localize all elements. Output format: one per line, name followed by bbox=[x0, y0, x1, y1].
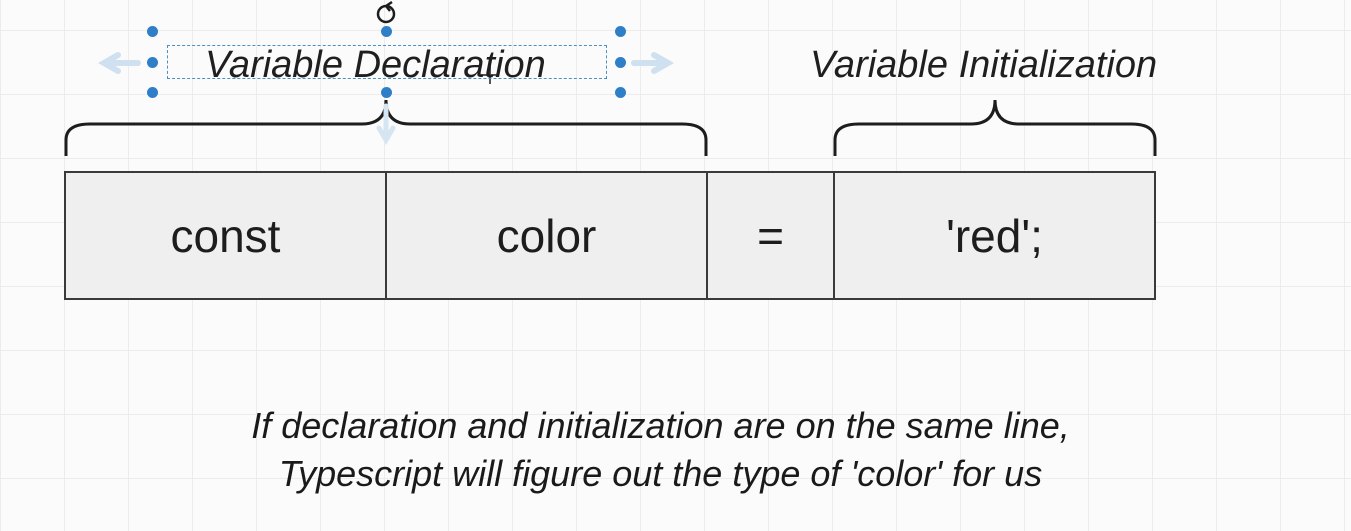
note-line-2: Typescript will figure out the type of '… bbox=[0, 450, 1351, 498]
resize-handle-ml[interactable] bbox=[147, 57, 158, 68]
right-arrow-icon bbox=[634, 55, 668, 71]
resize-handle-br[interactable] bbox=[615, 87, 626, 98]
token-const[interactable]: const bbox=[66, 173, 387, 298]
resize-handle-bl[interactable] bbox=[147, 87, 158, 98]
note-line-1: If declaration and initialization are on… bbox=[0, 402, 1351, 450]
rotate-icon bbox=[378, 2, 394, 22]
left-arrow-icon bbox=[104, 55, 138, 71]
explanation-note[interactable]: If declaration and initialization are on… bbox=[0, 402, 1351, 498]
resize-handle-mr[interactable] bbox=[615, 57, 626, 68]
declaration-label[interactable]: Variable Declaration bbox=[205, 46, 546, 84]
resize-handle-tr[interactable] bbox=[615, 26, 626, 37]
resize-handle-tl[interactable] bbox=[147, 26, 158, 37]
resize-handle-bc[interactable] bbox=[381, 87, 392, 98]
token-value[interactable]: 'red'; bbox=[835, 173, 1154, 298]
resize-handle-tc[interactable] bbox=[381, 26, 392, 37]
code-token-row: const color = 'red'; bbox=[64, 171, 1156, 300]
initialization-label[interactable]: Variable Initialization bbox=[810, 46, 1157, 84]
down-arrow-icon bbox=[379, 106, 393, 140]
token-equals[interactable]: = bbox=[708, 173, 835, 298]
initialization-brace bbox=[835, 100, 1155, 156]
token-variable-name[interactable]: color bbox=[387, 173, 708, 298]
